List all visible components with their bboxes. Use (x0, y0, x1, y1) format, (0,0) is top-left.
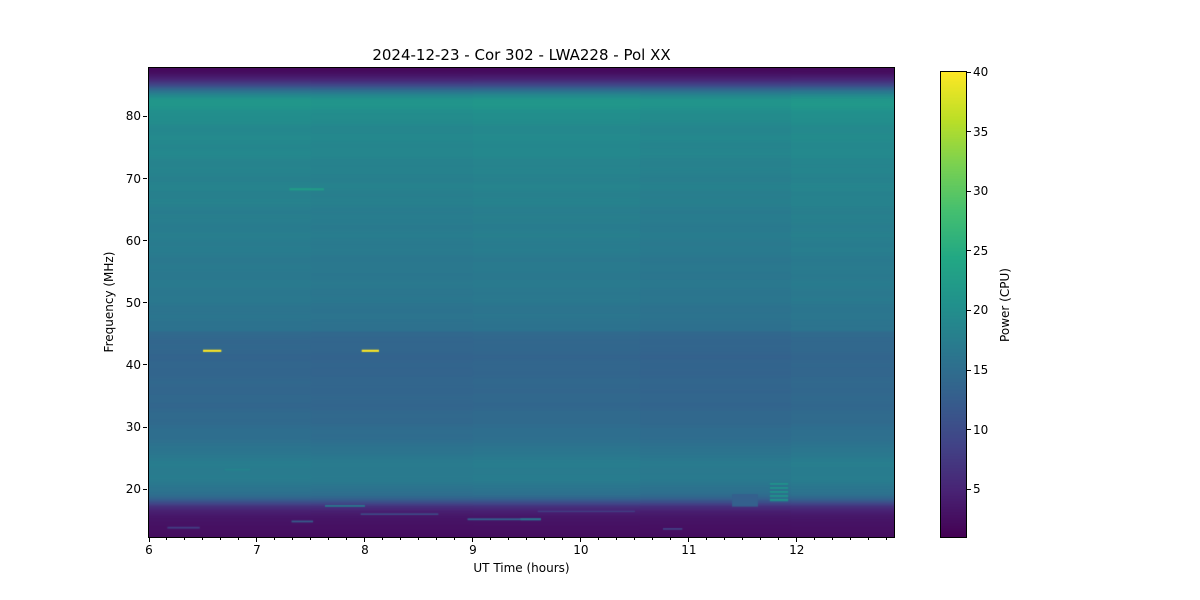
x-minor-tick (382, 538, 384, 541)
x-minor-tick (220, 538, 222, 541)
y-major-tick (143, 488, 147, 490)
plot-title: 2024-12-23 - Cor 302 - LWA228 - Pol XX (372, 46, 671, 64)
x-axis-label: UT Time (hours) (473, 561, 570, 575)
x-minor-tick (490, 538, 492, 541)
colorbar-tick (967, 131, 971, 133)
colorbar-tick-label: 35 (973, 124, 989, 139)
y-axis-label: Frequency (MHz) (102, 251, 116, 353)
y-tick-label: 20 (125, 482, 141, 497)
x-minor-tick (760, 538, 762, 541)
x-major-tick (580, 538, 582, 542)
x-major-tick (364, 538, 366, 542)
x-minor-tick (238, 538, 240, 541)
colorbar-tick-label: 10 (973, 422, 989, 437)
x-minor-tick (346, 538, 348, 541)
colorbar-tick (967, 71, 971, 73)
x-minor-tick (598, 538, 600, 541)
x-minor-tick (418, 538, 420, 541)
x-minor-tick (274, 538, 276, 541)
x-minor-tick (400, 538, 402, 541)
y-major-tick (143, 426, 147, 428)
colorbar-tick (967, 309, 971, 311)
y-major-tick (143, 302, 147, 304)
colorbar-tick-label: 20 (973, 303, 989, 318)
x-minor-tick (886, 538, 888, 541)
colorbar-label: Power (CPU) (998, 268, 1012, 342)
x-minor-tick (652, 538, 654, 541)
x-minor-tick (328, 538, 330, 541)
y-tick-label: 30 (125, 420, 141, 435)
spectrogram-canvas (149, 68, 894, 537)
x-minor-tick (310, 538, 312, 541)
x-minor-tick (184, 538, 186, 541)
x-minor-tick (670, 538, 672, 541)
colorbar-tick (967, 488, 971, 490)
colorbar-canvas (941, 72, 966, 537)
x-tick-label: 6 (145, 543, 153, 557)
x-tick-label: 8 (361, 543, 369, 557)
y-major-tick (143, 115, 147, 117)
colorbar-tick-label: 5 (973, 482, 981, 497)
x-minor-tick (166, 538, 168, 541)
y-tick-label: 40 (125, 357, 141, 372)
x-minor-tick (850, 538, 852, 541)
x-minor-tick (634, 538, 636, 541)
colorbar-tick-label: 15 (973, 363, 989, 378)
x-major-tick (472, 538, 474, 542)
x-minor-tick (814, 538, 816, 541)
x-minor-tick (832, 538, 834, 541)
x-major-tick (148, 538, 150, 542)
colorbar-tick (967, 429, 971, 431)
x-tick-label: 9 (469, 543, 477, 557)
x-tick-label: 7 (253, 543, 261, 557)
x-minor-tick (868, 538, 870, 541)
x-tick-label: 11 (681, 543, 697, 557)
colorbar-tick-label: 40 (973, 65, 989, 79)
x-minor-tick (562, 538, 564, 541)
colorbar-tick (967, 190, 971, 192)
y-tick-label: 60 (125, 233, 141, 248)
y-major-tick (143, 178, 147, 180)
x-minor-tick (508, 538, 510, 541)
x-major-tick (256, 538, 258, 542)
x-minor-tick (724, 538, 726, 541)
colorbar-tick (967, 369, 971, 371)
x-minor-tick (526, 538, 528, 541)
colorbar-tick-label: 30 (973, 184, 989, 199)
x-minor-tick (436, 538, 438, 541)
y-major-tick (143, 364, 147, 366)
x-minor-tick (778, 538, 780, 541)
y-tick-label: 80 (125, 109, 141, 124)
colorbar-tick-label: 25 (973, 243, 989, 258)
x-minor-tick (544, 538, 546, 541)
y-tick-label: 50 (125, 295, 141, 310)
y-tick-label: 70 (125, 171, 141, 186)
colorbar-tick (967, 250, 971, 252)
x-major-tick (688, 538, 690, 542)
x-tick-label: 10 (573, 543, 589, 557)
x-minor-tick (292, 538, 294, 541)
y-major-tick (143, 240, 147, 242)
x-minor-tick (202, 538, 204, 541)
x-minor-tick (742, 538, 744, 541)
x-tick-label: 12 (789, 543, 805, 557)
x-major-tick (796, 538, 798, 542)
x-minor-tick (616, 538, 618, 541)
x-minor-tick (454, 538, 456, 541)
x-minor-tick (706, 538, 708, 541)
